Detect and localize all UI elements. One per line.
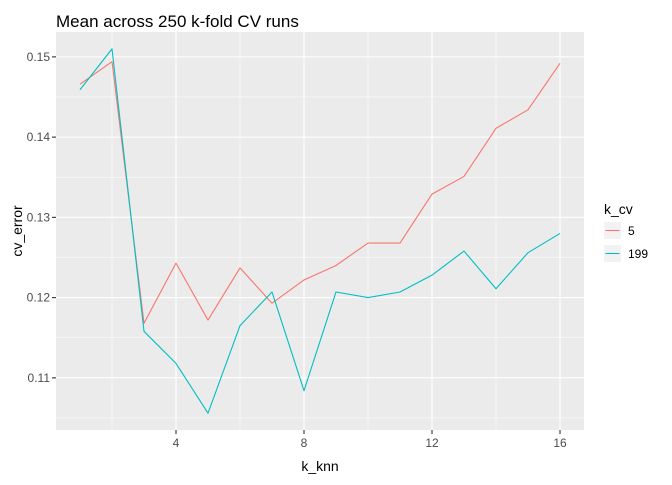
legend-label: 5 bbox=[628, 224, 635, 238]
legend-label: 199 bbox=[628, 247, 648, 261]
y-tick-label: 0.15 bbox=[27, 50, 51, 64]
x-tick-label: 12 bbox=[425, 436, 439, 450]
legend-title: k_cv bbox=[604, 201, 633, 217]
chart-title: Mean across 250 k-fold CV runs bbox=[56, 12, 299, 31]
x-tick-label: 16 bbox=[553, 436, 567, 450]
series-line-5 bbox=[79, 61, 561, 324]
y-axis-label: cv_error bbox=[9, 205, 25, 257]
x-tick-label: 4 bbox=[173, 436, 180, 450]
legend-keys: 5 199 bbox=[604, 222, 648, 262]
x-tick-label: 8 bbox=[301, 436, 308, 450]
y-tick-label: 0.13 bbox=[27, 210, 51, 224]
y-tick-label: 0.11 bbox=[28, 371, 51, 385]
y-tick-label: 0.12 bbox=[27, 291, 51, 305]
grid-minor bbox=[56, 32, 584, 430]
x-axis: 4 8 12 16 bbox=[173, 430, 567, 450]
x-axis-label: k_knn bbox=[301, 458, 338, 474]
legend: k_cv 5 199 bbox=[604, 201, 648, 262]
plot-panel bbox=[56, 32, 584, 430]
series-line-199 bbox=[79, 48, 561, 414]
grid-major bbox=[56, 32, 584, 430]
y-tick-label: 0.14 bbox=[27, 130, 51, 144]
y-axis: 0.11 0.12 0.13 0.14 0.15 bbox=[27, 50, 56, 385]
series-lines bbox=[79, 48, 561, 414]
